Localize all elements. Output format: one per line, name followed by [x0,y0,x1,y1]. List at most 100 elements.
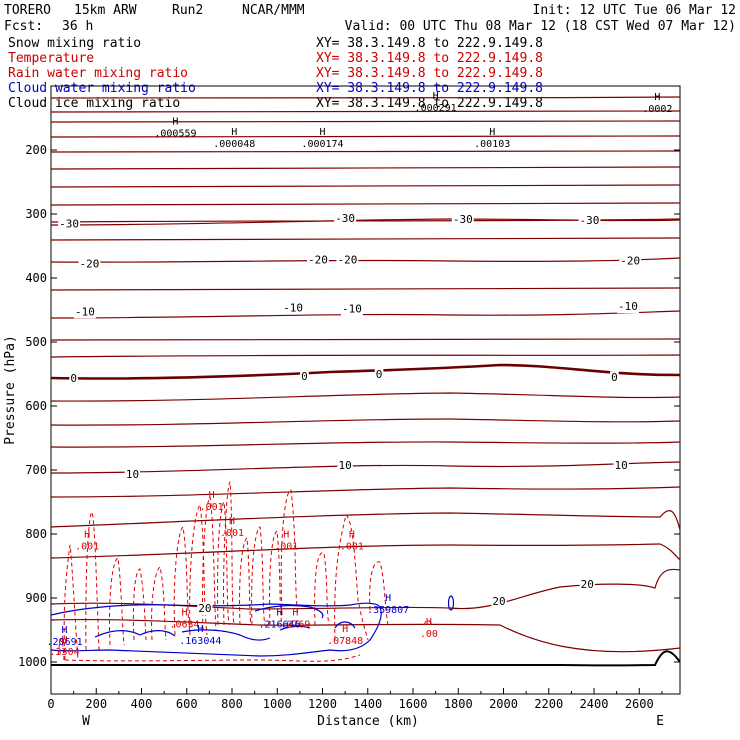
x-tick-label: 2000 [489,697,518,711]
maximum-value-label: .216646 [258,620,300,631]
init-time: Init: 12 UTC Tue 06 Mar 12 [533,3,737,18]
rain-water-contours [57,481,433,662]
isotherm-label-bg [579,577,595,591]
x-tick-label: 1800 [444,697,473,711]
maximum-value-label: .07848 [327,636,363,647]
maximum-marker: H [172,117,178,128]
isotherm-label: -20 [337,253,357,266]
maximum-value-label: .001 [220,528,244,539]
header: TORERO 15km ARW Run2 NCAR/MMM Init: 12 U… [4,3,736,34]
y-tick-label: 200 [25,143,47,157]
maximum-value-label: .0634 [169,620,199,631]
maximum-marker: H [489,127,495,138]
rain-plume [189,503,208,636]
maximum-value-label: .001 [340,542,364,553]
fcst-label: Fcst: [4,19,43,34]
isotherm-label-bg [619,254,642,268]
maximum-value-label: .000291 [415,103,457,114]
isotherm-line [50,392,681,402]
x-tick-label: 800 [221,697,243,711]
rain-plume [280,489,299,616]
x-tick-label: 1200 [308,697,337,711]
isotherm-label: 0 [70,372,77,385]
isotherm-label: -10 [75,305,95,318]
maximum-marker: H [319,127,325,138]
run-label: Run2 [172,3,203,18]
isotherm-label: -10 [283,301,303,314]
x-axis-east-label: E [656,714,664,729]
isotherm-line [50,486,681,498]
x-tick-label: 1400 [353,697,382,711]
isotherm-label: -30 [335,212,355,225]
legend-temperature: Temperature [8,51,94,66]
isotherm-line-minus10 [50,310,681,319]
isotherm-label-bg [578,213,601,227]
maximum-value-label: .163044 [179,636,221,647]
cloud-outline [181,629,271,641]
isotherm-label: -20 [80,257,100,270]
legend-cloud-ice-xy: XY= 38.3.149.8 to 222.9.149.8 [316,96,543,111]
maximum-value-label: .00 [420,629,438,640]
x-tick-label: 1000 [263,697,292,711]
y-tick-label: 300 [25,207,47,221]
maximum-marker: H [426,617,432,628]
maximum-marker: H [277,608,283,619]
isotherm-label-bg [613,458,629,472]
isotherm-label-bg [451,213,474,227]
y-tick-label: 400 [25,271,47,285]
rain-plume [369,561,389,626]
legend-cloud-water: Cloud water mixing ratio [8,81,196,96]
y-axis-title: Pressure (hPa) [3,335,18,445]
rain-plume [424,620,433,626]
isotherm-label: -10 [342,303,362,316]
isotherm-label: -30 [453,213,473,226]
maximum-value-label: .359807 [367,605,409,616]
isotherm-line-zero [50,363,681,380]
isotherm-label-bg [617,300,639,314]
model-name: TORERO [4,3,51,18]
fcst-value: 36 h [62,19,93,34]
isotherm-label-bg [491,595,507,609]
isotherm-label-bg [307,253,329,267]
legend-rain: Rain water mixing ratio [8,66,188,81]
isotherm-line [50,418,681,426]
cloud-cell [447,595,455,611]
isotherm-label: 20 [492,595,505,608]
isotherm-label: 0 [301,370,308,383]
isotherm-label: -20 [308,253,328,266]
isotherm-label-bg [124,467,141,481]
maximum-marker: H [229,516,235,527]
cloud-outline [279,625,311,631]
isotherm-label: 10 [615,459,628,472]
y-tick-label: 600 [25,399,47,413]
isotherm-label-bg [58,217,81,231]
isotherm-line-minus20 [50,257,681,263]
rain-plume [251,526,266,626]
x-tick-label: 2600 [625,697,654,711]
isotherm-line [50,184,681,188]
rain-plume [63,544,79,661]
x-tick-label: 400 [131,697,153,711]
rain-plume [202,496,217,631]
rain-plume [57,638,65,661]
maximum-marker: H [292,608,298,619]
rain-plume [223,481,235,626]
rain-plume [217,500,230,626]
maximum-value-label: .20691 [47,637,83,648]
isotherm-label: -30 [59,218,79,231]
legend-rain-xy: XY= 38.3.149.8 to 222.9.149.8 [316,66,543,81]
maximum-marker: H [283,530,289,541]
maximum-marker: H [433,91,439,102]
isotherm-contours [50,96,681,653]
x-axis-title: Distance (km) [317,714,419,729]
isotherm-label: 20 [198,602,211,615]
ground-surface [51,650,681,667]
isotherm-line [50,150,681,153]
isotherm-line [50,354,681,358]
maximum-value-label: .001 [200,502,224,513]
x-tick-label: 1600 [399,697,428,711]
maximum-marker: H [84,530,90,541]
isotherm-line-plus10 [50,461,681,474]
rain-plume [334,514,369,641]
